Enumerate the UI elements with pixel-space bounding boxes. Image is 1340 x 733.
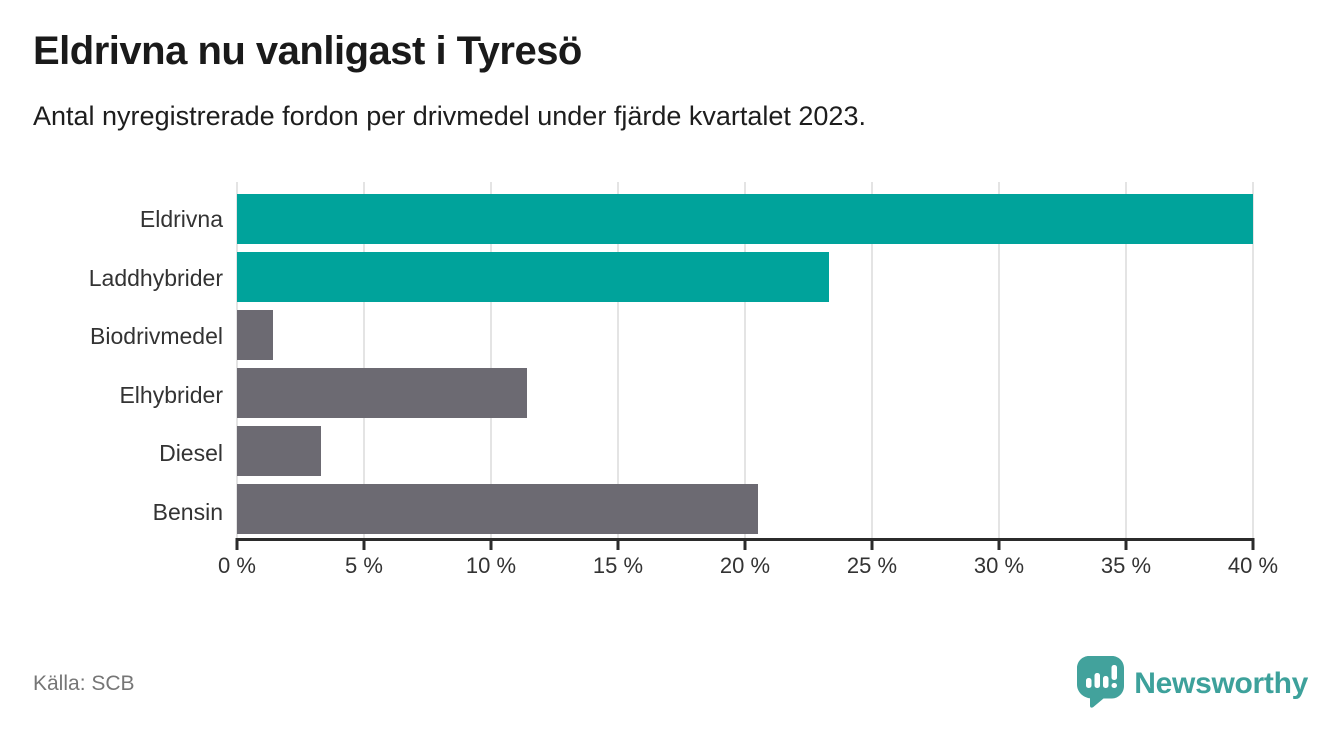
axis-tick-0	[235, 538, 239, 550]
gridline-15	[617, 182, 619, 538]
x-tick-label: 30 %	[973, 553, 1025, 578]
x-tick-label: 40 %	[1227, 553, 1279, 578]
gridline-30	[998, 182, 1000, 538]
bar-track	[237, 194, 1253, 244]
axis-tick-30	[997, 538, 1001, 550]
axis-tick-40	[1251, 538, 1255, 550]
category-label: Eldrivna	[139, 206, 223, 232]
x-tick-label: 35 %	[1100, 553, 1152, 578]
gridline-5	[363, 182, 365, 538]
bar-chart: Eldrivna Laddhybrider Biodrivmedel Elhybrid…	[33, 182, 1307, 578]
bar-track	[237, 310, 1253, 360]
bar-track	[237, 426, 1253, 476]
gridline-0	[236, 182, 238, 538]
x-tick-label: 0 %	[218, 553, 256, 578]
bar	[237, 368, 527, 418]
bar	[237, 252, 829, 302]
bar-track	[237, 368, 1253, 418]
chart-header: Eldrivna nu vanligast i Tyresö Antal nyr…	[33, 28, 1307, 134]
axis-tick-35	[1124, 538, 1128, 550]
bar	[237, 426, 321, 476]
gridline-35	[1125, 182, 1127, 538]
category-label: Elhybrider	[119, 381, 223, 408]
x-tick-label: 10 %	[465, 553, 517, 578]
bar-track	[237, 484, 1253, 534]
bar	[237, 484, 758, 534]
x-tick-label: 5 %	[345, 553, 383, 578]
category-label: Biodrivmedel	[90, 323, 223, 350]
newsworthy-logo-text: Newsworthy	[1134, 667, 1308, 700]
page-title: Eldrivna nu vanligast i Tyresö	[33, 29, 582, 73]
page-subtitle: Antal nyregistrerade fordon per drivmede…	[33, 101, 866, 131]
bar-rows	[237, 182, 1253, 538]
category-label: Laddhybrider	[88, 264, 223, 291]
bar	[237, 194, 1253, 244]
axis-tick-10	[489, 538, 493, 550]
gridline-25	[871, 182, 873, 538]
x-tick-label: 15 %	[592, 553, 644, 578]
gridline-40	[1252, 182, 1254, 538]
newsworthy-speech-bubble-bar-chart-icon	[1076, 655, 1125, 713]
x-tick-label: 20 %	[719, 553, 771, 578]
axis-tick-20	[743, 538, 747, 550]
chart-footer: Källa: SCB Newsworthy	[33, 655, 1308, 713]
bar	[237, 310, 273, 360]
axis-tick-15	[616, 538, 620, 550]
category-label: Diesel	[159, 440, 223, 467]
plot-area: 0 % 5 % 10 % 15 % 20 % 25 % 30 % 35 % 40 %	[218, 182, 1278, 578]
category-axis: Eldrivna Laddhybrider Biodrivmedel Elhybrid…	[33, 182, 223, 541]
x-tick-label: 25 %	[846, 553, 898, 578]
source-text: Källa: SCB	[33, 672, 135, 695]
newsworthy-logo: Newsworthy	[1076, 655, 1308, 713]
category-label: Bensin	[152, 498, 223, 525]
bar-track	[237, 252, 1253, 302]
gridline-20	[744, 182, 746, 538]
axis-tick-25	[870, 538, 874, 550]
gridline-10	[490, 182, 492, 538]
axis-tick-5	[362, 538, 366, 550]
